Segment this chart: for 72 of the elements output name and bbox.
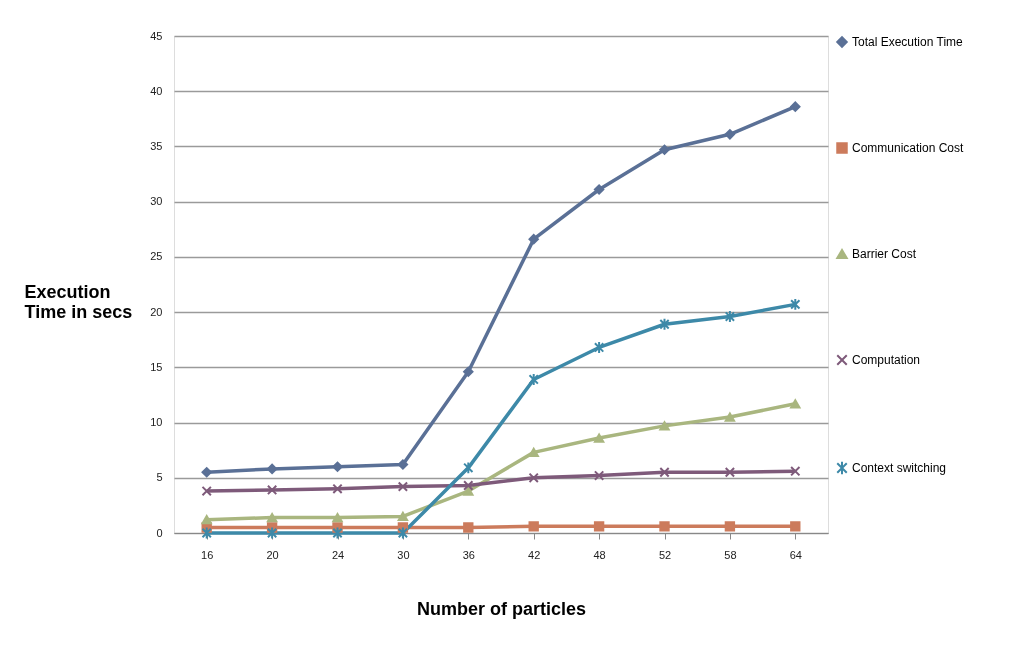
y-axis-title: Execution Time in secs xyxy=(24,281,133,322)
point xyxy=(528,373,539,386)
point xyxy=(790,297,801,311)
point xyxy=(332,483,343,495)
point xyxy=(266,512,278,523)
point xyxy=(724,467,736,478)
point xyxy=(724,521,736,532)
point xyxy=(790,521,801,532)
x-tick-label: 48 xyxy=(593,548,606,561)
point xyxy=(266,484,278,496)
point xyxy=(724,310,736,323)
point xyxy=(528,234,539,245)
y-tick-label: 35 xyxy=(150,139,163,152)
point xyxy=(659,521,670,532)
legend-label: Context switching xyxy=(852,461,947,475)
point xyxy=(332,461,343,472)
point xyxy=(397,526,409,540)
point xyxy=(790,399,801,409)
legend-label: Communication Cost xyxy=(852,141,965,155)
x-tick-label: 24 xyxy=(331,548,345,561)
y-tick-label: 45 xyxy=(150,29,163,42)
point xyxy=(201,515,212,525)
point xyxy=(463,522,474,533)
point xyxy=(659,467,670,478)
x-tick-label: 16 xyxy=(201,548,214,561)
x-tick-label: 52 xyxy=(658,548,672,561)
y-tick-label: 25 xyxy=(150,250,163,263)
point xyxy=(659,421,670,431)
x-tick-label: 64 xyxy=(789,548,802,561)
y-tick-label: 40 xyxy=(150,84,163,97)
point xyxy=(593,184,605,195)
x-tick-label: 42 xyxy=(528,548,541,561)
point xyxy=(659,317,670,331)
y-tick-label: 0 xyxy=(156,526,163,539)
x-tick-label: 20 xyxy=(266,548,279,561)
point xyxy=(201,485,212,497)
legend-label: Total Execution Time xyxy=(852,35,964,49)
legend-label: Computation xyxy=(852,353,921,367)
x-tick-label: 36 xyxy=(462,548,475,561)
point xyxy=(463,461,474,475)
y-tick-label: 15 xyxy=(150,360,163,373)
point xyxy=(201,526,212,540)
point xyxy=(397,511,409,522)
legend-label: Barrier Cost xyxy=(852,247,917,261)
point xyxy=(463,486,474,496)
point xyxy=(593,470,605,481)
x-axis-title: Number of particles xyxy=(416,598,587,619)
point xyxy=(528,521,539,532)
x-tick-label: 58 xyxy=(724,548,737,561)
y-tick-label: 5 xyxy=(156,471,163,484)
x-tick-label: 30 xyxy=(397,548,410,561)
point xyxy=(593,341,605,354)
point xyxy=(266,463,278,475)
point xyxy=(790,101,801,112)
point xyxy=(528,447,539,457)
point xyxy=(724,129,736,140)
y-tick-label: 30 xyxy=(150,195,163,208)
y-tick-label: 10 xyxy=(150,416,163,429)
point xyxy=(593,521,605,532)
point xyxy=(397,481,409,492)
y-tick-label: 20 xyxy=(150,305,163,318)
point xyxy=(332,526,343,540)
point xyxy=(266,526,278,540)
point xyxy=(463,366,474,377)
point xyxy=(332,512,343,523)
point xyxy=(724,412,736,422)
point xyxy=(201,467,212,478)
point xyxy=(528,472,539,483)
point xyxy=(463,480,474,491)
point xyxy=(593,433,605,443)
point xyxy=(790,465,801,477)
point xyxy=(659,144,670,155)
